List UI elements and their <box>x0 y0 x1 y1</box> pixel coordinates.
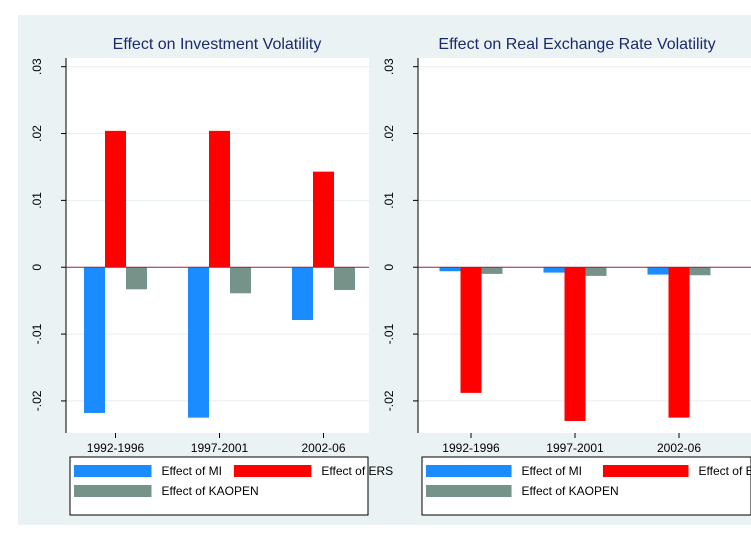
bar <box>84 267 105 413</box>
bar <box>481 267 503 274</box>
legend-swatch <box>602 465 689 477</box>
x-tick-label: 1992-1996 <box>442 441 500 455</box>
legend-swatch <box>233 465 312 477</box>
bar <box>647 267 669 275</box>
y-tick-label: -.02 <box>382 390 396 411</box>
bar <box>126 267 147 290</box>
x-tick-label: 1997-2001 <box>191 441 249 455</box>
legend-label: Effect of KAOPEN <box>522 484 619 498</box>
bar <box>105 130 126 268</box>
y-tick-label: -.02 <box>30 390 44 411</box>
bar <box>188 267 209 418</box>
bar <box>334 267 355 290</box>
legend-label: Effect of MI <box>522 464 582 478</box>
bar <box>460 267 482 393</box>
bar <box>689 267 711 276</box>
legend-label: Effect of KAOPEN <box>161 484 258 498</box>
y-tick-label: .01 <box>30 192 44 209</box>
y-tick-label: .01 <box>382 192 396 209</box>
legend-swatch <box>426 485 512 497</box>
bar <box>585 267 607 276</box>
legend-swatch <box>426 465 512 477</box>
chart-title: Effect on Real Exchange Rate Volatility <box>438 36 715 53</box>
y-tick-label: -.01 <box>382 323 396 344</box>
legend-label: Effect of ERS <box>321 464 393 478</box>
legend-swatch <box>74 465 152 477</box>
y-tick-label: .02 <box>30 125 44 142</box>
y-tick-label: -.01 <box>30 323 44 344</box>
bar <box>209 130 230 268</box>
y-tick-label: .02 <box>382 125 396 142</box>
bar <box>564 267 586 421</box>
bar <box>313 171 334 268</box>
bar <box>543 267 565 273</box>
bar <box>230 267 251 294</box>
chart-title: Effect on Investment Volatility <box>113 36 322 53</box>
legend-label: Effect of ERS <box>698 464 751 478</box>
bar <box>292 267 313 321</box>
y-tick-label: 0 <box>30 264 44 271</box>
x-tick-label: 2002-06 <box>301 441 345 455</box>
bar <box>439 267 461 272</box>
x-tick-label: 1997-2001 <box>546 441 604 455</box>
legend-label: Effect of MI <box>161 464 221 478</box>
y-tick-label: .03 <box>382 58 396 75</box>
bar <box>668 267 690 418</box>
y-tick-label: 0 <box>382 264 396 271</box>
y-tick-label: .03 <box>30 58 44 75</box>
x-tick-label: 2002-06 <box>657 441 701 455</box>
legend-swatch <box>74 485 152 497</box>
x-tick-label: 1992-1996 <box>87 441 145 455</box>
